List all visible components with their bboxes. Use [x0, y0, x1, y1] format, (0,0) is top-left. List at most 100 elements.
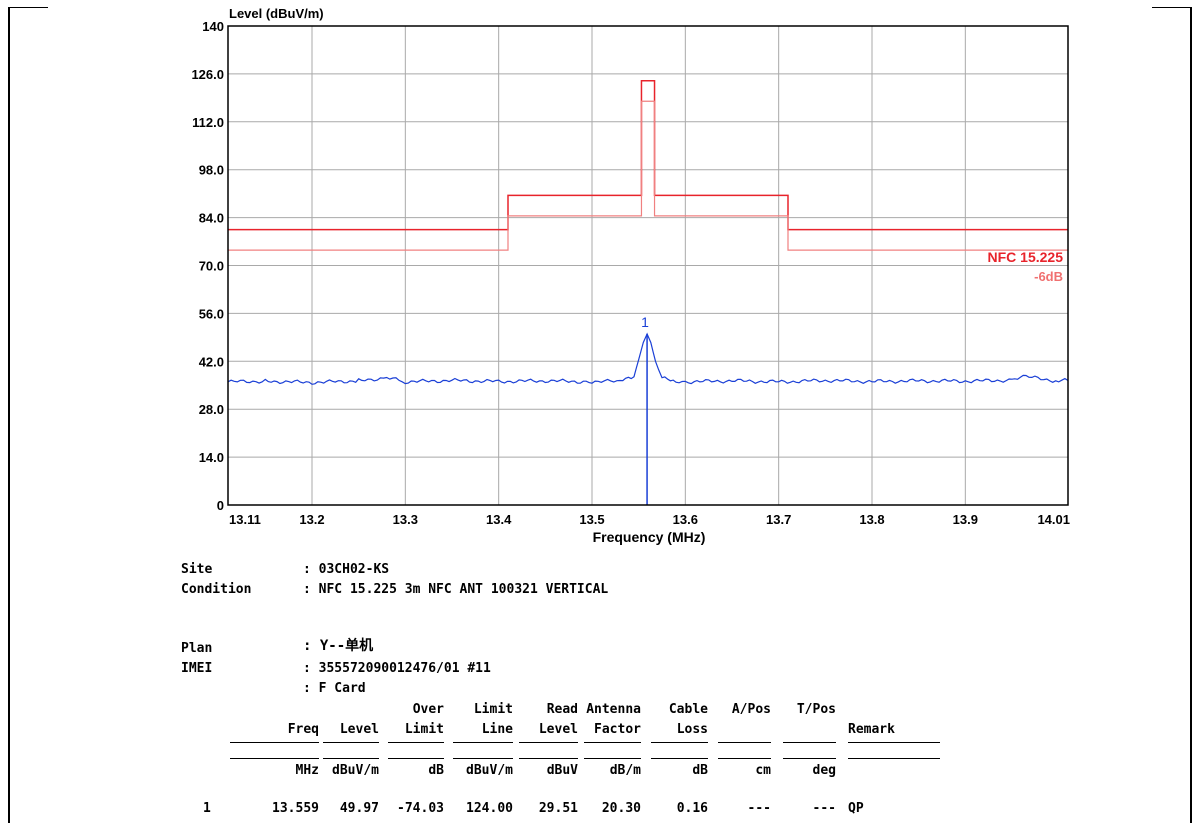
x-tick-label: 13.5: [579, 512, 604, 527]
header-underline: [783, 758, 836, 759]
header-cell: Line: [481, 722, 513, 737]
x-tick-label: 13.7: [766, 512, 791, 527]
x-tick-label: 14.01: [1037, 512, 1070, 527]
table-cell: 49.97: [339, 801, 379, 816]
header-cell: Cable: [668, 702, 708, 717]
header-underline: [388, 742, 444, 743]
limit-line-label: NFC 15.225: [988, 249, 1064, 265]
unit-cell: dB/m: [609, 763, 641, 778]
margin-line: [228, 100, 1068, 251]
unit-cell: dBuV: [546, 763, 578, 778]
y-tick-label: 84.0: [199, 211, 224, 226]
header-underline: [230, 742, 319, 743]
marker-label: 1: [641, 314, 649, 330]
header-cell: Limit: [404, 722, 444, 737]
imei-value: : 355572090012476/01 #11: [303, 661, 491, 676]
condition-value: : NFC 15.225 3m NFC ANT 100321 VERTICAL: [303, 582, 609, 597]
table-cell: 124.00: [466, 801, 513, 816]
y-tick-label: 98.0: [199, 163, 224, 178]
emission-chart: 1 0 14.0 28.0 42.0 56.0 70.0 84.0 98.0 112.0 126.…: [191, 6, 1070, 545]
plot-frame: [227, 25, 1069, 506]
site-label: Site: [181, 562, 213, 577]
header-underline: [651, 742, 708, 743]
table-cell: 0.16: [676, 801, 708, 816]
frame-top-left-tick: [8, 7, 48, 8]
imei-label: IMEI: [181, 661, 213, 676]
header-underline: [388, 758, 444, 759]
header-underline: [519, 758, 578, 759]
frame-left-border: [8, 7, 10, 823]
unit-cell: dB: [428, 763, 444, 778]
header-cell: Antenna: [586, 702, 641, 717]
measurement-trace: [227, 332, 1069, 385]
header-cell: Over: [412, 702, 444, 717]
x-tick-label: 13.9: [953, 512, 978, 527]
x-axis-label: Frequency (MHz): [593, 529, 706, 545]
x-tick-label: 13.4: [486, 512, 512, 527]
header-cell: Level: [538, 722, 578, 737]
y-tick-label: 14.0: [199, 450, 224, 465]
unit-cell: dB: [692, 763, 708, 778]
frame-right-border: [1190, 7, 1192, 823]
header-underline: [453, 742, 513, 743]
x-tick-label: 13.8: [859, 512, 884, 527]
header-underline: [651, 758, 708, 759]
site-value: : 03CH02-KS: [303, 562, 390, 577]
y-tick-label: 70.0: [199, 259, 224, 274]
plan-label: Plan: [181, 641, 213, 656]
header-underline: [718, 758, 771, 759]
x-tick-label: 13.11: [229, 512, 261, 527]
table-cell: QP: [848, 801, 864, 816]
x-tick-label: 13.6: [673, 512, 698, 527]
header-cell: Factor: [594, 722, 641, 737]
header-cell: Read: [546, 702, 578, 717]
table-cell: -74.03: [397, 801, 444, 816]
header-underline: [453, 758, 513, 759]
y-axis-label: Level (dBuV/m): [229, 6, 324, 21]
table-cell: 13.559: [272, 801, 319, 816]
unit-cell: dBuV/m: [332, 763, 379, 778]
header-cell: Remark: [848, 722, 895, 737]
x-tick-label: 13.3: [393, 512, 418, 527]
header-cell: Freq: [287, 722, 319, 737]
header-underline: [783, 742, 836, 743]
x-tick-label: 13.2: [299, 512, 324, 527]
series-layer: 1: [227, 79, 1069, 505]
y-tick-label: 56.0: [199, 306, 224, 321]
table-cell: ---: [747, 801, 771, 816]
header-cell: T/Pos: [796, 702, 836, 717]
header-cell: Level: [339, 722, 379, 737]
unit-cell: cm: [755, 763, 771, 778]
condition-label: Condition: [181, 582, 252, 597]
y-tick-label: 126.0: [191, 67, 224, 82]
frame-top-right-tick: [1152, 7, 1192, 8]
header-underline: [230, 758, 319, 759]
header-underline: [519, 742, 578, 743]
margin-line-label: -6dB: [1034, 269, 1063, 284]
header-underline: [718, 742, 771, 743]
header-cell: Loss: [676, 722, 708, 737]
table-cell: 29.51: [538, 801, 578, 816]
header-underline: [848, 742, 940, 743]
header-underline: [584, 758, 641, 759]
header-underline: [848, 758, 940, 759]
y-tick-label: 112.0: [192, 115, 224, 130]
y-tick-label: 28.0: [199, 402, 224, 417]
y-tick-label: 140: [202, 19, 224, 34]
table-cell: ---: [812, 801, 836, 816]
unit-cell: dBuV/m: [466, 763, 513, 778]
header-cell: A/Pos: [731, 702, 771, 717]
header-cell: Limit: [473, 702, 513, 717]
grid: [227, 25, 1069, 506]
table-cell: 20.30: [601, 801, 641, 816]
unit-cell: deg: [812, 763, 836, 778]
card-value: : F Card: [303, 681, 366, 696]
plan-value: : Y--单机: [303, 638, 374, 654]
limit-line: [228, 79, 1068, 231]
header-underline: [323, 758, 379, 759]
header-underline: [323, 742, 379, 743]
row-index: 1: [203, 801, 211, 816]
axes: 0 14.0 28.0 42.0 56.0 70.0 84.0 98.0 112.0 126.0 1…: [191, 19, 1070, 527]
header-underline: [584, 742, 641, 743]
